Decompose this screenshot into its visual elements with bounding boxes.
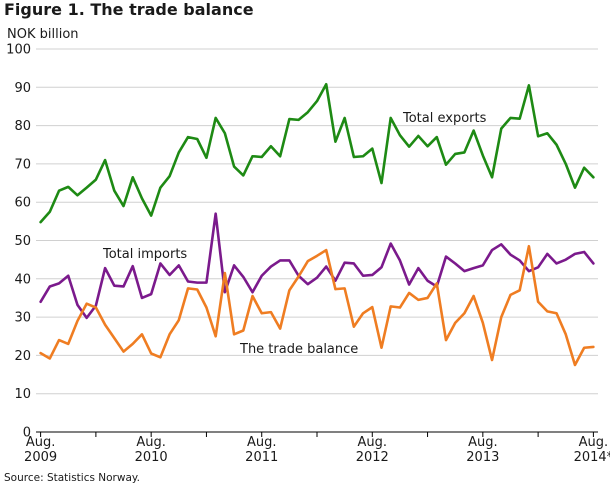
series-line-the-trade-balance — [39, 244, 595, 367]
y-tick-label: 20 — [14, 349, 31, 364]
x-tick-label: 2009 — [24, 450, 57, 465]
x-tick-label: 2010 — [135, 450, 168, 465]
x-tick-label: Aug. — [579, 435, 609, 450]
chart-title: Figure 1. The trade balance — [4, 0, 254, 19]
x-axis: Aug.2009Aug.2010Aug.2011Aug.2012Aug.2013… — [24, 431, 610, 465]
y-tick-label: 70 — [14, 157, 31, 172]
source-note: Source: Statistics Norway. — [4, 472, 140, 484]
x-tick-label: 2011 — [245, 450, 278, 465]
y-tick-label: 40 — [14, 272, 31, 287]
y-tick-label: 50 — [14, 234, 31, 249]
y-axis: 0 10 20 30 40 50 60 70 80 90 100 — [6, 43, 31, 441]
series-line-total-exports — [39, 82, 595, 224]
x-tick-label: Aug. — [26, 435, 56, 450]
x-tick-label: 2012 — [356, 450, 389, 465]
y-tick-label: 0 — [23, 426, 31, 441]
x-tick-label: Aug. — [358, 435, 388, 450]
y-tick-label: 100 — [6, 43, 31, 58]
x-tick-label: Aug. — [136, 435, 166, 450]
y-tick-label: 30 — [14, 311, 31, 326]
x-tick-label: 2014* — [574, 450, 610, 465]
y-axis-label: NOK billion — [7, 27, 79, 42]
y-tick-label: 90 — [14, 81, 31, 96]
y-tick-label: 10 — [14, 387, 31, 402]
series-lines — [39, 82, 595, 367]
x-tick-label: 2013 — [466, 450, 499, 465]
label-total-exports: Total exports — [402, 111, 487, 126]
y-tick-label: 60 — [14, 196, 31, 211]
series-line-total-imports — [39, 212, 595, 320]
label-total-imports: Total imports — [102, 247, 187, 262]
x-tick-label: Aug. — [247, 435, 277, 450]
x-tick-label: Aug. — [468, 435, 498, 450]
label-trade-balance: The trade balance — [239, 342, 358, 357]
y-tick-label: 80 — [14, 119, 31, 134]
